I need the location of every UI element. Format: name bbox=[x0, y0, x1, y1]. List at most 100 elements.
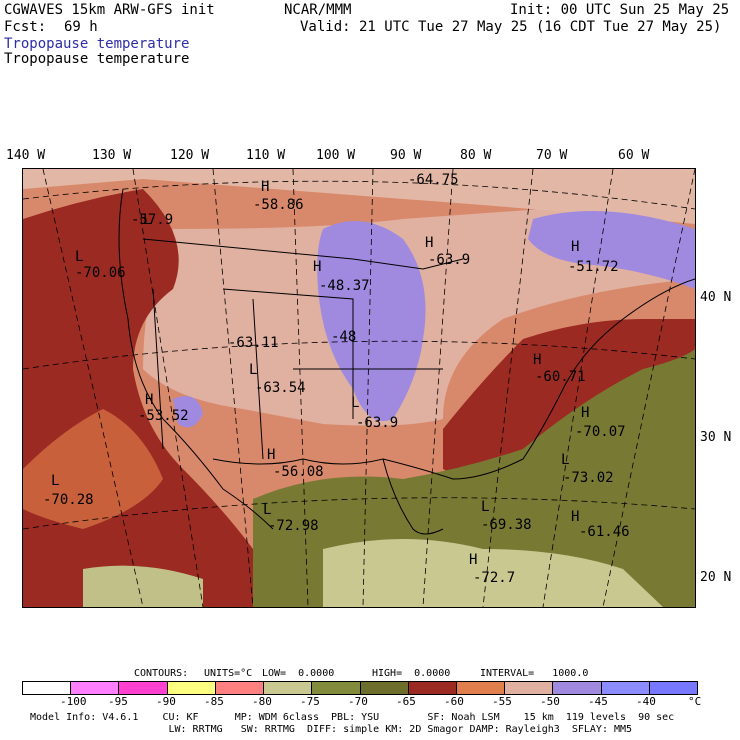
colorbar-tick: -100 bbox=[60, 695, 87, 708]
center-label: H bbox=[425, 235, 433, 251]
graticule-line bbox=[602, 169, 695, 607]
colorbar-swatch bbox=[119, 682, 168, 694]
center-value: -70.28 bbox=[43, 492, 94, 508]
center-value: -57.9 bbox=[131, 212, 173, 228]
colorbar-tick: -55 bbox=[492, 695, 512, 708]
center-label: L bbox=[263, 502, 271, 518]
shade-region-light-olive bbox=[323, 539, 663, 607]
center-label: L bbox=[561, 452, 569, 468]
colorbar-tick: -45 bbox=[588, 695, 608, 708]
colorbar-swatch bbox=[360, 682, 409, 694]
tropopause-temperature-map: L -57.9 L -70.06 H -58.86 -64.75 H -63.9… bbox=[23, 169, 695, 607]
lon-label: 130 W bbox=[92, 148, 132, 163]
graticule-line bbox=[23, 497, 695, 530]
shade-region-purple bbox=[173, 396, 203, 428]
center-label: L bbox=[481, 499, 489, 515]
graticule-line bbox=[132, 169, 204, 607]
lon-label: 100 W bbox=[316, 148, 356, 163]
center-value: -73.02 bbox=[563, 470, 614, 486]
colorbar-swatch bbox=[23, 682, 72, 694]
center-value: -53.52 bbox=[138, 408, 189, 424]
colorbar-tick: -90 bbox=[156, 695, 176, 708]
contour-units: UNITS=°C bbox=[204, 668, 253, 679]
lon-label: 140 W bbox=[6, 148, 46, 163]
contour-interval: INTERVAL= 1000.0 bbox=[480, 668, 589, 679]
center-value: -56.08 bbox=[273, 464, 324, 480]
boundaries bbox=[118, 188, 695, 535]
center-value: -64.75 bbox=[408, 172, 459, 188]
colorbar-tick: -75 bbox=[300, 695, 320, 708]
colorbar-tick: -95 bbox=[108, 695, 128, 708]
shade-region-purple bbox=[528, 211, 695, 289]
colorbar-swatch bbox=[456, 682, 506, 694]
lon-label: 80 W bbox=[460, 148, 492, 163]
graticule-line bbox=[212, 169, 254, 607]
center-label: H bbox=[581, 405, 589, 421]
graticule-line bbox=[362, 169, 374, 607]
colorbar-tick: -70 bbox=[348, 695, 368, 708]
model-info-line1: Model Info: V4.6.1 CU: KF MP: WDM 6class… bbox=[30, 712, 675, 723]
graticule-line bbox=[42, 169, 144, 607]
center-value: -69.38 bbox=[481, 517, 532, 533]
center-value: -72.98 bbox=[268, 518, 319, 534]
colorbar-swatch bbox=[601, 682, 650, 694]
us-canada-border bbox=[142, 238, 464, 270]
center-value: -48 bbox=[331, 329, 356, 345]
center-value: -63.11 bbox=[228, 335, 279, 351]
state-borders bbox=[252, 298, 264, 460]
lon-label: 110 W bbox=[246, 148, 286, 163]
state-borders bbox=[222, 288, 354, 419]
center-label: H bbox=[571, 509, 579, 525]
shade-region-light bbox=[23, 169, 695, 224]
center-label: L bbox=[249, 362, 257, 378]
model-title: CGWAVES 15km ARW-GFS init bbox=[4, 2, 215, 18]
colorbar-swatch bbox=[553, 682, 602, 694]
gulf-east-coastline bbox=[212, 278, 695, 480]
lat-label: 20 N bbox=[700, 570, 732, 585]
shade-region-purple bbox=[317, 221, 426, 421]
lat-label: 30 N bbox=[700, 430, 732, 445]
center-label: H bbox=[469, 552, 477, 568]
init-time: Init: 00 UTC Sun 25 May 25 bbox=[510, 2, 730, 18]
center-label: H bbox=[571, 239, 579, 255]
colorbar-tick: -85 bbox=[204, 695, 224, 708]
graticule-line bbox=[23, 180, 695, 210]
colorbar bbox=[22, 681, 698, 695]
center-value: -51.72 bbox=[568, 259, 619, 275]
lat-label: 40 N bbox=[700, 290, 732, 305]
lon-label: 90 W bbox=[390, 148, 422, 163]
graticule-line bbox=[292, 169, 309, 607]
colorbar-swatch bbox=[71, 682, 120, 694]
center-label: H bbox=[313, 259, 321, 275]
lon-label: 70 W bbox=[536, 148, 568, 163]
center-value: -60.71 bbox=[535, 369, 586, 385]
center-label: H bbox=[267, 447, 275, 463]
forecast-label: Fcst: bbox=[4, 19, 47, 35]
colorbar-tick: -80 bbox=[252, 695, 272, 708]
center-label: H bbox=[145, 392, 153, 408]
contour-low: LOW= 0.0000 bbox=[262, 668, 335, 679]
center-value: -72.7 bbox=[473, 570, 515, 586]
contour-label: CONTOURS: bbox=[134, 668, 189, 679]
center-value: -63.54 bbox=[255, 380, 306, 396]
center-label: L bbox=[75, 249, 83, 265]
shade-region-orange bbox=[23, 409, 163, 529]
center-value: -58.86 bbox=[253, 197, 304, 213]
lon-label: 120 W bbox=[170, 148, 210, 163]
center-label: H bbox=[261, 179, 269, 195]
field-title-shaded: Tropopause temperature bbox=[4, 36, 190, 52]
center-label: L bbox=[351, 395, 359, 411]
center-value: -63.9 bbox=[356, 415, 398, 431]
center-value: -70.07 bbox=[575, 424, 626, 440]
center-label: L bbox=[51, 473, 59, 489]
colorbar-swatch bbox=[215, 682, 265, 694]
center-label: H bbox=[533, 352, 541, 368]
colorbar-swatch bbox=[505, 682, 554, 694]
colorbar-swatch bbox=[408, 682, 457, 694]
pressure-center-labels: L -57.9 L -70.06 H -58.86 -64.75 H -63.9… bbox=[43, 172, 630, 586]
colorbar-swatch bbox=[649, 682, 698, 694]
colorbar-unit: °C bbox=[688, 695, 702, 708]
graticule-line bbox=[482, 169, 534, 607]
center-value: -70.06 bbox=[75, 265, 126, 281]
center-value: -48.37 bbox=[319, 278, 370, 294]
